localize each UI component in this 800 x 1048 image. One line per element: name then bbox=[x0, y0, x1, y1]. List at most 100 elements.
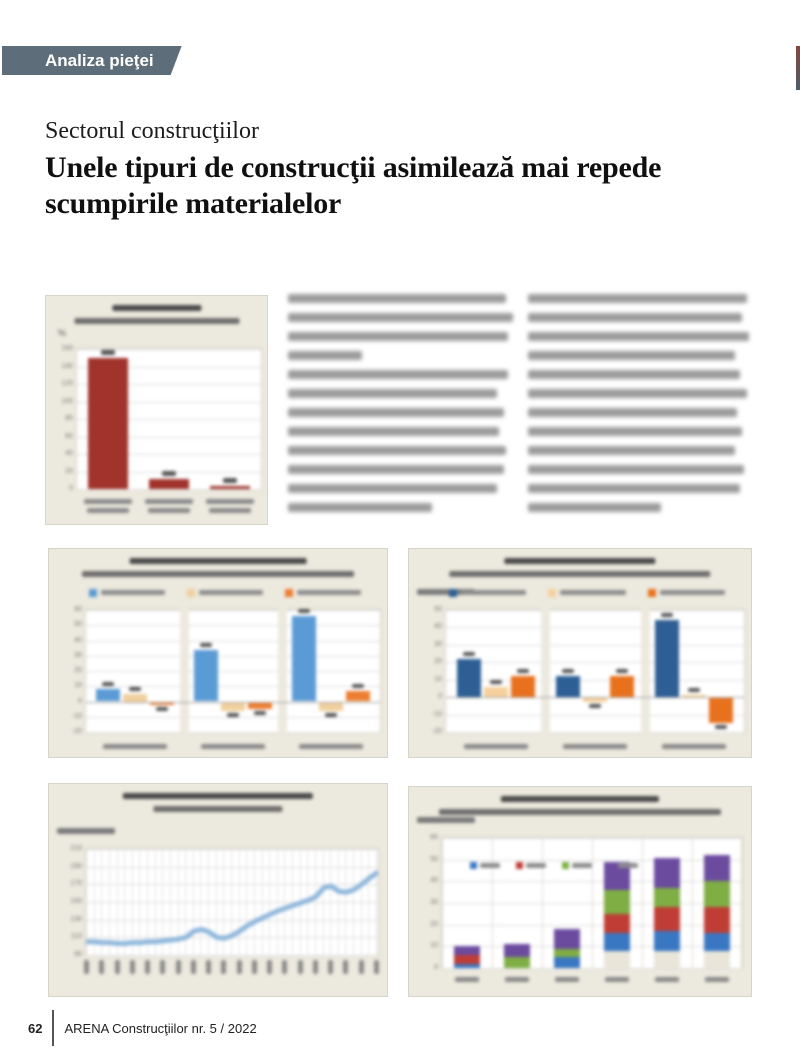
grid-line-vertical bbox=[741, 838, 742, 968]
legend-label-smudge bbox=[101, 590, 165, 595]
y-tick-label: 20 bbox=[74, 667, 82, 674]
grid-line-vertical bbox=[93, 849, 95, 955]
value-label-smudge bbox=[352, 683, 364, 688]
bar bbox=[150, 701, 174, 705]
stack-segment bbox=[604, 913, 630, 934]
x-label-smudge bbox=[84, 960, 89, 974]
blurred-text-line bbox=[528, 408, 738, 417]
legend-label-smudge bbox=[480, 863, 500, 868]
x-label-smudge bbox=[201, 744, 265, 749]
value-label-smudge bbox=[462, 651, 475, 656]
grid-line bbox=[86, 902, 378, 903]
value-label-smudge bbox=[661, 613, 674, 618]
legend-swatch bbox=[608, 862, 615, 869]
grid-line bbox=[77, 349, 261, 350]
stack-segment bbox=[604, 890, 630, 914]
chart-card-grouped-left: -20 -10 0 10 20 30 40 50 60 bbox=[48, 548, 388, 758]
blurred-text-line bbox=[288, 294, 507, 303]
value-label-smudge bbox=[102, 682, 114, 687]
grid-line-vertical bbox=[223, 849, 225, 955]
value-label-smudge bbox=[715, 725, 728, 730]
magazine-issue: ARENA Construcţiilor nr. 5 / 2022 bbox=[64, 1020, 257, 1036]
x-label-smudge bbox=[463, 744, 528, 749]
y-tick-label: 50 bbox=[74, 621, 82, 629]
y-tick-label: 0 bbox=[69, 485, 73, 492]
grid-line bbox=[77, 436, 261, 438]
y-tick-label: -20 bbox=[431, 728, 442, 735]
grid-line bbox=[86, 849, 378, 850]
plot-area: -20 -10 0 10 20 30 40 50 60 bbox=[72, 606, 381, 749]
zero-axis-line bbox=[446, 697, 744, 699]
x-label-smudge bbox=[114, 960, 120, 974]
grid-line bbox=[446, 714, 744, 716]
x-label-smudge bbox=[555, 977, 579, 982]
blurred-text-line bbox=[528, 503, 662, 512]
grid-line bbox=[86, 732, 380, 733]
footer-divider bbox=[52, 1010, 55, 1046]
value-label-smudge bbox=[516, 669, 529, 674]
grid-line-vertical bbox=[101, 849, 103, 955]
legend-swatch bbox=[89, 589, 97, 597]
stack-segment bbox=[454, 963, 480, 968]
grid-line bbox=[77, 384, 261, 385]
chart-content: % 0 20 40 60 80 100 120 140 160 bbox=[46, 296, 267, 524]
stack-segment bbox=[554, 957, 580, 968]
x-label-smudge bbox=[282, 960, 288, 974]
grid-line-vertical bbox=[376, 849, 377, 955]
grid-line-vertical bbox=[124, 849, 126, 955]
section-badge: Analiza pieţei bbox=[2, 46, 182, 75]
grid-line-vertical bbox=[177, 849, 179, 955]
legend-label-smudge bbox=[659, 590, 725, 595]
value-label-smudge bbox=[616, 669, 628, 674]
blurred-text-line bbox=[288, 408, 504, 417]
x-label-smudge bbox=[605, 977, 629, 982]
x-label-smudge bbox=[206, 960, 212, 974]
grid-line-vertical bbox=[162, 849, 164, 955]
chart-subtitle-smudge bbox=[438, 809, 722, 815]
grid-line bbox=[86, 919, 378, 921]
chart-title-smudge bbox=[504, 558, 656, 564]
grid-line bbox=[442, 968, 742, 969]
chart-title-smudge bbox=[122, 793, 314, 799]
y-tick-label: 170 bbox=[70, 880, 82, 888]
y-tick-label: -20 bbox=[71, 728, 82, 735]
grid-line-vertical bbox=[442, 838, 443, 968]
value-label-smudge bbox=[589, 704, 601, 709]
blurred-text-line bbox=[528, 427, 742, 436]
y-tick-label: 190 bbox=[70, 862, 82, 870]
y-tick-label: 100 bbox=[61, 397, 73, 405]
blurred-text-line bbox=[528, 370, 740, 379]
legend-label-smudge bbox=[526, 863, 546, 868]
y-tick-label: 110 bbox=[70, 933, 82, 941]
y-tick-label: 210 bbox=[70, 845, 82, 852]
stack-segment bbox=[654, 907, 680, 932]
article-title: Unele tipuri de construcţii asimilează m… bbox=[45, 151, 662, 220]
y-tick-label: 10 bbox=[434, 675, 442, 683]
y-tick-label: 40 bbox=[65, 450, 73, 457]
x-label-smudge bbox=[221, 960, 227, 974]
chart-card-total-bar: % 0 20 40 60 80 100 120 140 160 bbox=[45, 295, 268, 525]
bar bbox=[319, 701, 343, 711]
chart-subtitle-smudge bbox=[82, 571, 354, 577]
x-label-smudge bbox=[206, 499, 255, 504]
x-label-smudge bbox=[312, 960, 318, 974]
stack-segment bbox=[704, 950, 730, 968]
legend-swatch bbox=[187, 589, 195, 597]
x-label-smudge bbox=[103, 744, 167, 749]
grid-line-vertical bbox=[642, 838, 643, 968]
y-tick-label: 10 bbox=[74, 682, 82, 690]
grid-line-vertical bbox=[116, 849, 118, 955]
bar bbox=[610, 676, 634, 698]
y-tick-label: 20 bbox=[430, 920, 438, 928]
stack-segment bbox=[454, 955, 480, 964]
blurred-text-line bbox=[528, 313, 742, 322]
legend-swatch bbox=[516, 862, 523, 869]
stack-segment bbox=[654, 887, 680, 908]
grid-line-vertical bbox=[238, 849, 240, 955]
x-label-smudge bbox=[236, 960, 242, 974]
legend-label-smudge bbox=[461, 590, 527, 595]
grid-line-vertical bbox=[284, 849, 286, 955]
x-label-smudge bbox=[129, 960, 135, 974]
edge-tab-marker bbox=[796, 46, 800, 90]
grid-line-vertical bbox=[208, 849, 210, 955]
